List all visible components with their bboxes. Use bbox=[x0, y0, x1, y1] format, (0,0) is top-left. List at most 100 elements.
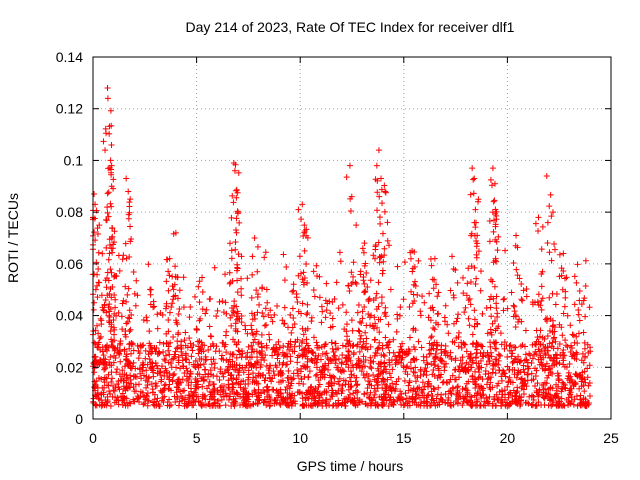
data-point bbox=[274, 396, 281, 403]
data-point bbox=[262, 305, 269, 312]
data-point bbox=[346, 338, 353, 345]
data-point bbox=[372, 295, 379, 302]
data-point bbox=[119, 367, 126, 374]
data-point bbox=[290, 287, 297, 294]
data-point bbox=[450, 265, 457, 272]
data-point bbox=[323, 307, 330, 314]
data-point bbox=[438, 346, 445, 353]
data-point bbox=[235, 251, 242, 258]
data-point bbox=[504, 383, 511, 390]
data-point bbox=[299, 201, 306, 208]
data-point bbox=[473, 398, 480, 405]
data-point bbox=[248, 294, 255, 301]
data-point bbox=[191, 293, 198, 300]
data-point bbox=[541, 367, 548, 374]
data-point bbox=[232, 238, 239, 245]
data-point bbox=[382, 188, 389, 195]
data-point bbox=[358, 368, 365, 375]
data-point bbox=[524, 365, 531, 372]
data-point bbox=[159, 394, 166, 401]
data-point bbox=[295, 380, 302, 387]
data-point bbox=[253, 380, 260, 387]
data-point bbox=[368, 382, 375, 389]
data-point bbox=[473, 341, 480, 348]
data-point bbox=[301, 229, 308, 236]
data-point bbox=[105, 277, 112, 284]
data-point bbox=[303, 336, 310, 343]
data-point bbox=[473, 275, 480, 282]
data-point bbox=[541, 401, 548, 408]
data-point bbox=[156, 339, 163, 346]
data-point bbox=[224, 367, 231, 374]
data-point bbox=[345, 282, 352, 289]
data-point bbox=[159, 397, 166, 404]
data-point bbox=[410, 281, 417, 288]
data-point bbox=[574, 402, 581, 409]
data-point bbox=[440, 378, 447, 385]
data-point bbox=[243, 389, 250, 396]
data-point bbox=[343, 309, 350, 316]
data-point bbox=[101, 366, 108, 373]
data-point bbox=[248, 342, 255, 349]
data-point bbox=[469, 399, 476, 406]
data-point bbox=[330, 389, 337, 396]
data-point bbox=[337, 258, 344, 265]
data-point bbox=[488, 353, 495, 360]
data-point bbox=[559, 355, 566, 362]
data-point bbox=[374, 379, 381, 386]
data-point bbox=[175, 331, 182, 338]
data-point bbox=[375, 375, 382, 382]
data-point bbox=[275, 350, 282, 357]
data-point bbox=[311, 293, 318, 300]
data-point bbox=[345, 394, 352, 401]
y-tick-labels: 00.020.040.060.080.10.120.14 bbox=[56, 49, 83, 427]
data-point bbox=[126, 345, 133, 352]
data-point bbox=[167, 309, 174, 316]
data-point bbox=[486, 238, 493, 245]
data-point bbox=[462, 304, 469, 311]
data-point bbox=[229, 358, 236, 365]
data-point bbox=[432, 362, 439, 369]
data-point bbox=[484, 330, 491, 337]
data-point bbox=[361, 280, 368, 287]
data-point bbox=[447, 349, 454, 356]
data-point bbox=[95, 330, 102, 337]
data-point bbox=[254, 354, 261, 361]
data-point bbox=[342, 355, 349, 362]
data-point bbox=[174, 396, 181, 403]
data-point bbox=[352, 378, 359, 385]
data-point bbox=[430, 345, 437, 352]
data-point bbox=[514, 244, 521, 251]
data-point bbox=[321, 341, 328, 348]
data-point bbox=[93, 259, 100, 266]
data-point bbox=[102, 147, 109, 154]
data-point bbox=[238, 275, 245, 282]
data-point bbox=[332, 352, 339, 359]
data-point bbox=[261, 322, 268, 329]
data-point bbox=[164, 402, 171, 409]
data-point bbox=[530, 397, 537, 404]
data-point bbox=[322, 314, 329, 321]
data-point bbox=[97, 315, 104, 322]
data-point bbox=[161, 382, 168, 389]
data-point bbox=[258, 331, 265, 338]
data-point bbox=[341, 399, 348, 406]
data-point bbox=[249, 253, 256, 260]
data-point bbox=[539, 223, 546, 230]
data-point bbox=[382, 304, 389, 311]
data-point bbox=[105, 213, 112, 220]
data-point bbox=[108, 342, 115, 349]
data-point bbox=[94, 225, 101, 232]
data-point bbox=[210, 386, 217, 393]
data-point bbox=[376, 214, 383, 221]
data-point bbox=[265, 398, 272, 405]
data-point bbox=[109, 375, 116, 382]
data-point bbox=[174, 344, 181, 351]
data-point bbox=[367, 354, 374, 361]
data-point bbox=[284, 361, 291, 368]
data-point bbox=[534, 380, 541, 387]
data-point bbox=[338, 368, 345, 375]
data-point bbox=[119, 397, 126, 404]
data-point bbox=[130, 269, 137, 276]
data-point bbox=[315, 352, 322, 359]
